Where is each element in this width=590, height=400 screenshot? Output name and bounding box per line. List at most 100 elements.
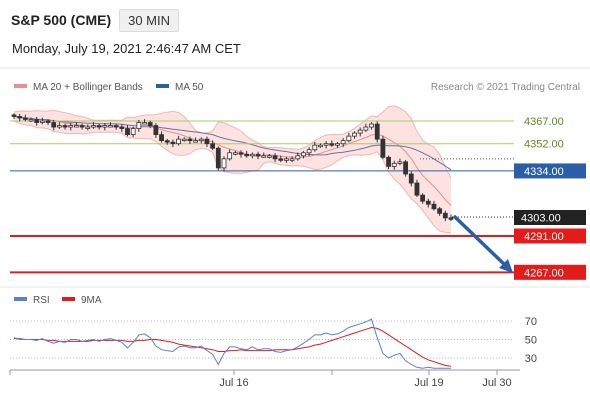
level-tag-4334 [514,163,586,179]
current-price-tag [514,210,586,225]
candle [96,123,102,130]
candle [187,136,193,144]
bollinger-lower [13,120,452,234]
candle [204,136,210,148]
candle [255,151,261,160]
candle [244,150,250,158]
ma50-legend-swatch [156,84,169,88]
bb-legend-label: MA 20 + Bollinger Bands [33,82,143,93]
rsi-tick-label: 70 [525,316,537,328]
timestamp: Monday, July 19, 2021 2:46:47 AM CET [12,41,241,56]
candle [437,206,443,216]
x-tick-label: Jul 16 [219,377,248,389]
rsi-tick-label: 50 [525,335,537,347]
candle [22,114,28,122]
candle [448,214,454,222]
candle [153,122,159,138]
candle [164,138,170,145]
rsi-legend-label: RSI [33,295,50,306]
ma50-line [13,116,452,171]
candle [374,121,380,143]
research-credit: Research © 2021 Trading Central [431,82,580,93]
candle [221,156,227,172]
candle [306,147,312,157]
interval-badge[interactable]: 30 MIN [119,8,180,32]
candle [34,116,40,126]
candle [85,124,91,131]
candle [210,140,216,151]
candle [266,153,272,159]
forecast-arrow [453,215,513,273]
candle [102,122,108,131]
candle [62,123,68,130]
candle [397,158,403,166]
candle [57,122,62,129]
bollinger-band-area [14,105,451,233]
candle [227,149,233,161]
level-tag-4291 [514,228,586,244]
level-tag-4267 [514,264,586,280]
level-label-4367: 4367.00 [524,116,564,128]
rsi-ma-legend-label: 9MA [81,295,102,306]
bollinger-upper [13,105,452,179]
x-tick-label: Jul 19 [414,377,443,389]
rsi-ma-line [14,326,452,367]
candle [295,152,301,161]
candle [420,193,426,204]
candle [17,113,23,122]
candle [176,135,181,146]
candle [198,137,204,144]
candle [272,153,278,163]
level-label-4334: 4334.00 [524,166,564,178]
candle [108,122,113,128]
candle [352,131,357,139]
candle [249,152,255,159]
candle [391,160,397,170]
bb-legend-swatch [14,84,27,88]
candle [369,122,374,130]
candle [11,113,17,120]
candle [68,122,74,131]
candle [363,123,369,132]
candle [403,160,408,177]
candle [79,123,85,130]
rsi-ma-legend-swatch [62,297,75,301]
candle [312,141,318,152]
candle [181,137,187,142]
candle [238,150,244,158]
candle [357,127,363,137]
candle [215,146,221,171]
candle [408,171,414,187]
candle [414,179,420,197]
candle [130,126,136,138]
candle [284,157,289,163]
candle [386,155,391,169]
candle [335,141,340,148]
candle [45,119,51,126]
candle [125,125,130,137]
candle [425,198,431,208]
candle [318,143,323,148]
symbol-title: S&P 500 (CME) [11,12,112,28]
candle [431,200,437,211]
ma50-legend-label: MA 50 [175,82,204,93]
level-label-4352: 4352.00 [524,139,564,151]
candle [289,156,295,163]
price-levels: 4367.00 4352.00 4334.00 4291.00 4267.00 [10,116,586,280]
current-price-label: 4303.00 [521,213,561,225]
candle [442,210,448,222]
header: S&P 500 (CME) 30 MIN [11,8,180,32]
candle [278,155,284,163]
rsi-legend-swatch [14,297,27,301]
x-tick-label: Jul 30 [482,377,511,389]
candle [170,139,176,148]
level-label-4291: 4291.00 [524,231,564,243]
candle [113,123,119,130]
candle [329,140,335,148]
x-axis-ticks: Jul 16 Jul 19 Jul 30 [9,370,512,389]
candle [193,137,199,143]
candle [91,122,96,129]
candle [340,138,346,148]
candle [380,135,386,160]
candle [119,124,125,132]
